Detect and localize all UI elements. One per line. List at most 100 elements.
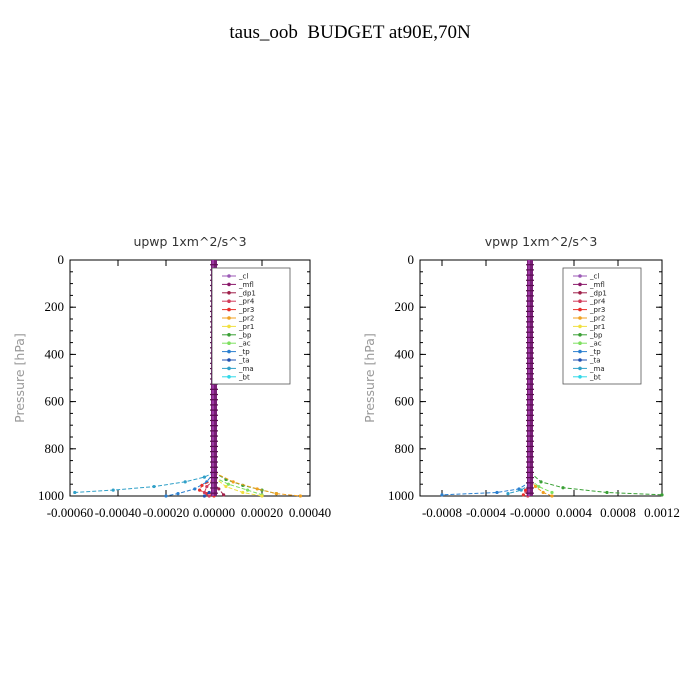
legend-entry: _ma xyxy=(573,365,605,373)
series-line xyxy=(441,481,531,496)
legend-label: _mfl xyxy=(238,281,254,289)
legend-label: _pr3 xyxy=(589,306,605,314)
data-point xyxy=(226,482,230,486)
legend-label: _pr2 xyxy=(589,315,605,323)
legend-label: _bp xyxy=(589,331,603,339)
data-point xyxy=(224,484,228,489)
legend-entry: _pr3 xyxy=(222,306,254,314)
legend-swatch-marker xyxy=(578,341,582,346)
legend-entry: _tp xyxy=(222,348,250,356)
y-tick-label: 600 xyxy=(395,394,415,409)
legend-label: _pr2 xyxy=(238,315,254,323)
legend-entry: _bp xyxy=(222,331,252,339)
legend-label: _cl xyxy=(589,273,599,281)
y-tick-label: 400 xyxy=(395,346,415,361)
y-tick-label: 200 xyxy=(395,299,415,314)
legend-entry: _tp xyxy=(573,348,601,356)
figure-title: taus_oob BUDGET at90E,70N xyxy=(229,22,471,43)
data-point xyxy=(274,492,278,496)
legend-swatch-marker xyxy=(578,291,582,295)
data-point xyxy=(222,493,226,497)
legend-label: _tp xyxy=(238,348,250,356)
legend-swatch-marker xyxy=(227,375,231,379)
legend-swatch-marker xyxy=(227,307,231,312)
series-line xyxy=(529,472,663,496)
legend-entry: _pr2 xyxy=(573,315,605,323)
legend-label: _dp1 xyxy=(238,289,256,297)
x-tick-label: 0.0004 xyxy=(556,505,592,520)
legend-swatch-marker xyxy=(227,299,231,304)
legend-swatch-marker xyxy=(227,316,231,320)
x-tick-label: -0.0004 xyxy=(466,505,507,520)
legend-label: _pr1 xyxy=(589,323,605,331)
data-point xyxy=(164,494,168,498)
legend: _cl_mfl_dp1_pr4_pr3_pr2_pr1_bp_ac_tp_ta_… xyxy=(211,267,291,385)
zero-profile-bundle xyxy=(526,260,534,496)
y-tick-label: 1000 xyxy=(38,488,64,503)
legend-entry: _ma xyxy=(222,365,254,373)
legend-label: _pr4 xyxy=(238,298,255,306)
data-point xyxy=(183,480,187,484)
legend-swatch-marker xyxy=(578,349,582,354)
y-axis-label: Pressure [hPa] xyxy=(362,333,377,423)
x-tick-label: 0.00040 xyxy=(289,505,331,520)
legend-label: _ta xyxy=(589,357,601,365)
y-tick-label: 0 xyxy=(58,252,65,267)
y-axis-label: Pressure [hPa] xyxy=(12,333,27,423)
legend-swatch-marker xyxy=(578,299,582,304)
legend-entry: _bt xyxy=(222,373,250,381)
legend-swatch-marker xyxy=(227,291,231,295)
chart-panel-2: vpwp 1xm^2/s^3 Pressure [hPa] 0 200 400 600 80… xyxy=(362,234,680,520)
data-point xyxy=(207,490,211,495)
legend-swatch-marker xyxy=(227,349,231,354)
legend-entry: _ta xyxy=(222,357,250,365)
data-point xyxy=(200,483,204,487)
data-point xyxy=(111,488,115,492)
legend-entry: _pr4 xyxy=(573,298,606,306)
x-tick-label: 0.0012 xyxy=(644,505,680,520)
series-pr1 xyxy=(212,475,264,498)
legend-label: _tp xyxy=(589,348,601,356)
data-point xyxy=(202,494,206,498)
legend-label: _ac xyxy=(238,340,251,348)
series-line xyxy=(74,471,215,493)
legend-label: _bt xyxy=(589,373,601,381)
legend-entry: _bt xyxy=(573,373,601,381)
data-point xyxy=(440,493,444,497)
legend-label: _bt xyxy=(238,373,250,381)
data-point xyxy=(533,484,538,489)
legend-swatch-marker xyxy=(578,375,582,379)
data-point xyxy=(605,490,609,495)
legend-swatch-marker xyxy=(227,341,231,346)
legend-entry: _cl xyxy=(573,273,599,281)
x-tick-label: -0.00040 xyxy=(95,505,142,520)
legend-entry: _mfl xyxy=(573,281,605,289)
legend-swatch-marker xyxy=(227,282,231,287)
y-tick-label: 200 xyxy=(45,299,65,314)
legend-entry: _bp xyxy=(573,331,603,339)
legend-entry: _dp1 xyxy=(573,289,607,297)
legend-entry: _ac xyxy=(222,340,251,348)
series-ac xyxy=(212,475,264,497)
data-point xyxy=(561,486,565,490)
data-point xyxy=(205,484,209,489)
series-line xyxy=(213,476,263,497)
legend-label: _ta xyxy=(238,357,250,365)
legend-entry: _pr4 xyxy=(222,298,255,306)
data-point xyxy=(255,487,259,491)
y-tick-label: 1000 xyxy=(388,488,414,503)
data-point xyxy=(73,490,77,495)
data-point xyxy=(152,484,156,489)
legend-swatch-marker xyxy=(578,316,582,320)
legend-label: _bp xyxy=(238,331,252,339)
series-line xyxy=(213,476,263,496)
legend: _cl_mfl_dp1_pr4_pr3_pr2_pr1_bp_ac_tp_ta_… xyxy=(562,267,642,385)
x-tick-label: 0.0008 xyxy=(600,505,636,520)
legend-label: _ma xyxy=(238,365,254,373)
legend-entry: _mfl xyxy=(222,281,254,289)
legend-swatch-marker xyxy=(578,366,582,371)
data-point xyxy=(539,480,543,484)
y-tick-label: 400 xyxy=(45,346,65,361)
x-tick-label: -0.00020 xyxy=(143,505,190,520)
